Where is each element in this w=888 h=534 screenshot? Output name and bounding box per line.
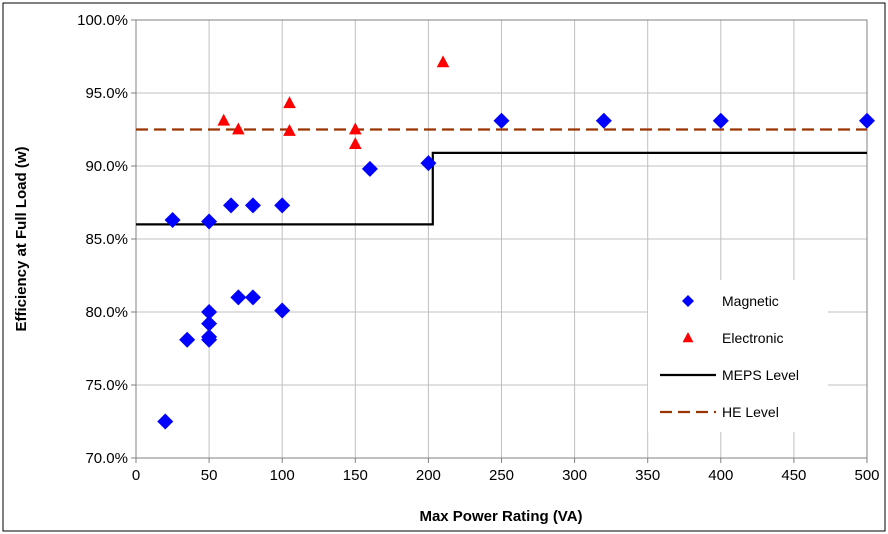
data-point (712, 112, 729, 129)
y-tick-label: 100.0% (77, 12, 128, 29)
legend-item: HE Level (660, 404, 779, 420)
x-axis-title: Max Power Rating (VA) (419, 508, 582, 525)
data-point (223, 197, 240, 214)
x-tick-label: 300 (562, 467, 587, 484)
data-point (436, 55, 450, 68)
data-point (283, 123, 296, 136)
legend-label: HE Level (722, 404, 779, 420)
data-point (232, 122, 245, 135)
data-point (201, 304, 218, 320)
y-tick-label: 75.0% (85, 377, 128, 394)
x-tick-label: 100 (270, 467, 295, 484)
data-point (349, 137, 362, 149)
series-layer (136, 55, 875, 430)
data-point (164, 212, 181, 229)
data-point (230, 289, 247, 306)
data-point (595, 112, 612, 129)
x-tick-label: 150 (343, 467, 368, 484)
y-tick-label: 80.0% (85, 304, 128, 321)
tick-labels: 0 50 100 150 200 250 300 350 400 450 500 70.0% 75.0%… (77, 12, 879, 484)
legend-item: MEPS Level (660, 367, 799, 383)
x-tick-label: 0 (132, 467, 140, 484)
data-point (157, 413, 174, 430)
data-point (274, 197, 291, 214)
data-point (201, 213, 218, 230)
y-tick-label: 70.0% (85, 450, 128, 467)
data-point (349, 122, 362, 135)
series-line (136, 151, 867, 226)
data-point (420, 155, 437, 172)
y-axis-title: Efficiency at Full Load (w) (13, 146, 30, 331)
data-point (217, 113, 231, 126)
x-tick-label: 400 (708, 467, 733, 484)
x-tick-label: 500 (854, 467, 879, 484)
legend-label: Electronic (722, 330, 783, 346)
data-point (179, 331, 196, 348)
legend-item: Magnetic (682, 293, 779, 309)
legend-marker-diamond (682, 295, 694, 307)
x-tick-label: 350 (635, 467, 660, 484)
data-point (244, 197, 261, 214)
x-tick-label: 450 (781, 467, 806, 484)
legend-box (648, 280, 828, 432)
data-point (244, 289, 261, 306)
legend-item: Electronic (682, 330, 783, 346)
data-point (201, 315, 218, 332)
y-tick-label: 95.0% (85, 85, 128, 102)
x-tick-label: 50 (201, 467, 218, 484)
legend-label: Magnetic (722, 293, 779, 309)
y-tick-label: 85.0% (85, 231, 128, 248)
legend-label: MEPS Level (722, 367, 799, 383)
x-tick-label: 250 (489, 467, 514, 484)
series-magnetic (157, 112, 875, 430)
y-tick-label: 90.0% (85, 158, 128, 175)
data-point (493, 112, 510, 129)
data-point (274, 302, 291, 319)
legend: Magnetic Electronic MEPS Level HE Level (648, 280, 828, 432)
x-tick-label: 200 (416, 467, 441, 484)
data-point (361, 160, 378, 177)
legend-marker-triangle (682, 332, 694, 343)
series-electronic (217, 55, 450, 149)
data-point (201, 331, 218, 348)
series-meps-level (136, 151, 867, 226)
data-point (283, 96, 296, 109)
data-point (859, 112, 875, 129)
